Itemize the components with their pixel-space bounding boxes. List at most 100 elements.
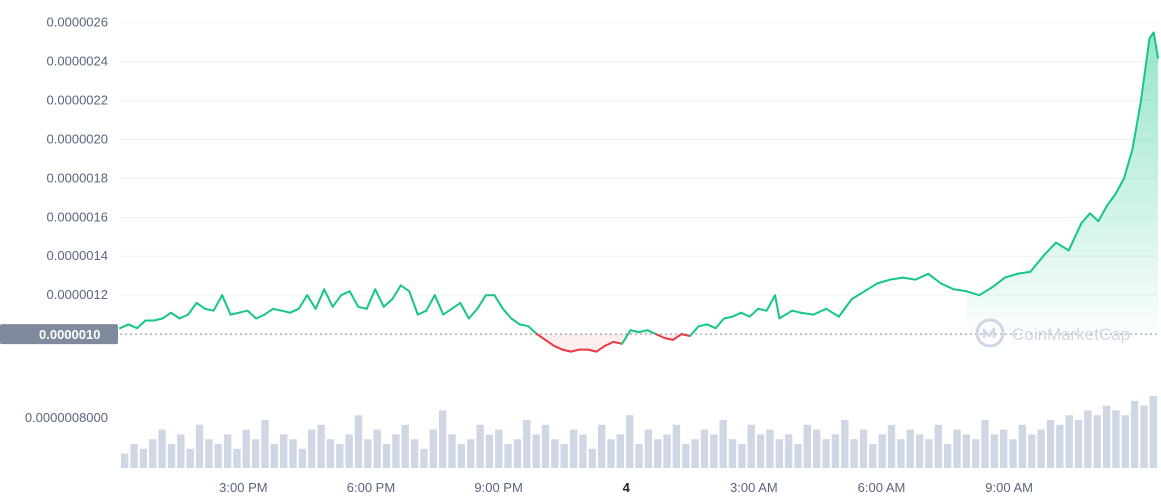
volume-bar (336, 444, 344, 468)
price-line-segment (791, 309, 802, 314)
price-line-segment (212, 294, 224, 312)
y-axis: 0.0000026 0.0000024 0.0000022 0.0000020 0.00… (47, 15, 108, 302)
volume-bar (794, 444, 802, 468)
volume-bar (1056, 424, 1064, 468)
price-line-segment (604, 340, 615, 347)
volume-bar (177, 434, 185, 468)
y-tick-label: 0.0000024 (47, 54, 108, 69)
volume-bar (654, 439, 662, 468)
volume-bar (149, 439, 157, 468)
volume-bar (635, 444, 643, 468)
price-line-segment (204, 307, 215, 312)
volume-bar (251, 439, 260, 468)
price-line-segment (467, 307, 479, 320)
price-line-segment (229, 311, 241, 316)
price-line-segment (689, 325, 700, 337)
price-line-segment (535, 333, 547, 341)
volume-bar (317, 424, 325, 468)
volume-bar (551, 439, 559, 468)
price-line-segment (552, 344, 564, 351)
volume-bar (1121, 415, 1129, 468)
volume-bar (728, 439, 737, 468)
volume-bar (167, 444, 176, 468)
y-tick-label: 0.0000016 (47, 209, 108, 224)
price-line-segment (1114, 177, 1125, 195)
volume-bar (616, 434, 624, 468)
price-line-segment (442, 307, 453, 316)
volume-bar (401, 424, 409, 468)
y-tick-label: 0.0000014 (47, 248, 108, 263)
volume-bar (831, 434, 840, 468)
volume-bar (756, 434, 765, 468)
volume-bar (364, 439, 372, 468)
volume-bar (298, 448, 307, 468)
price-line-segment (1106, 193, 1117, 207)
price-line-segment (399, 284, 411, 293)
y-tick-label: 0.0000026 (47, 15, 108, 30)
price-line-segment (127, 323, 138, 330)
volume-bar (972, 439, 980, 468)
price-line-segment (1123, 148, 1134, 180)
price-line-segment (714, 317, 726, 330)
price-line-segment (1016, 270, 1032, 275)
price-line-segment (161, 311, 172, 320)
volume-bar (1037, 429, 1045, 468)
volume-bar (682, 444, 690, 468)
volume-bar (691, 439, 699, 468)
price-line-segment (382, 298, 394, 308)
volume-bar (326, 439, 335, 468)
price-line-segment (927, 272, 942, 285)
volume-bar (990, 434, 999, 468)
volume-bar (597, 424, 606, 468)
price-line-segment (940, 282, 955, 291)
volume-bar (139, 448, 148, 468)
price-line-segment (638, 329, 649, 334)
price-line-segment (476, 294, 487, 310)
price-line-segment (837, 298, 853, 318)
volume-bar (261, 420, 269, 468)
volume-bar (588, 448, 596, 468)
volume-bar (560, 444, 568, 468)
volume-bar (438, 410, 447, 468)
y-tick-label: 0.0000020 (47, 131, 108, 146)
volume-bar (813, 429, 821, 468)
price-line-segment (765, 294, 777, 312)
volume-bar (504, 444, 512, 468)
volume-bar (1084, 410, 1092, 468)
x-tick-label: 9:00 AM (985, 480, 1033, 495)
volume-bar (513, 439, 522, 468)
x-tick-label: 3:00 PM (219, 480, 267, 495)
x-tick-label: 9:00 PM (474, 480, 522, 495)
volume-bar (392, 434, 400, 468)
volume-bar (841, 420, 849, 468)
price-line-segment (1097, 204, 1108, 223)
volume-bar (850, 439, 858, 468)
volume-bar (644, 429, 653, 468)
price-line-segment (748, 307, 760, 318)
y-tick-label: 0.0000018 (47, 170, 108, 185)
price-line-segment (723, 315, 734, 320)
price-line-segment (812, 307, 828, 316)
watermark: CoinMarketCap (975, 318, 1130, 348)
volume-bar (1046, 420, 1055, 468)
price-line-segment (527, 325, 538, 336)
volume-bar (579, 434, 587, 468)
volume-bar (195, 424, 204, 468)
price-line-segment (331, 294, 343, 308)
volume-bar (382, 444, 391, 468)
volume-bar (1140, 405, 1148, 468)
volume-bar (354, 415, 363, 468)
volume-bar (887, 424, 896, 468)
price-line-segment (697, 323, 709, 328)
volume-bar (1000, 429, 1008, 468)
price-line-segment (374, 288, 385, 308)
price-line-segment (544, 338, 555, 347)
price-line-segment (965, 290, 981, 297)
price-line-segment (774, 294, 781, 320)
price-line-segment (425, 294, 436, 312)
volume-bar (925, 439, 933, 468)
volume-bar (476, 424, 484, 468)
volume-bar (457, 444, 465, 468)
price-line-segment (450, 301, 462, 310)
price-line-segment (889, 276, 904, 281)
